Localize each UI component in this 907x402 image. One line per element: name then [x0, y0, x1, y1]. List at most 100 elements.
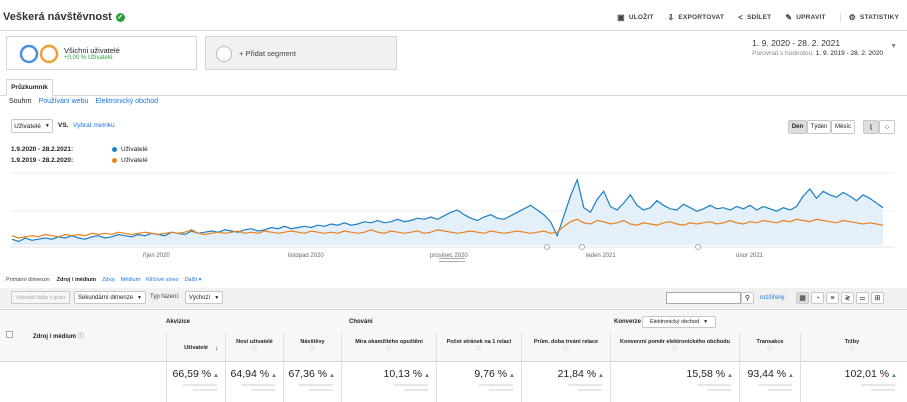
annotation-marker[interactable]	[695, 244, 701, 250]
redacted-detail	[758, 384, 792, 386]
select-metric-link[interactable]: Vybrat metriku	[73, 122, 115, 129]
tab-explorer[interactable]: Průzkumník	[6, 79, 53, 96]
total-value: 9,76 % ▲	[437, 362, 521, 380]
dimension-source-medium[interactable]: Zdroj / médium	[56, 277, 97, 283]
view-bar-button[interactable]: ≡	[826, 292, 839, 304]
x-tick-label: říjen 2020	[143, 253, 170, 259]
view-compare-button[interactable]: ≷	[841, 292, 854, 304]
metric-select[interactable]: Uživatelé ▼	[11, 119, 53, 133]
view-pie-button[interactable]: ◔	[811, 292, 824, 304]
sort-type-select[interactable]: Výchozí ▼	[185, 291, 223, 304]
column-header-avg-session-duration[interactable]: Prům. doba trvání relace ⓘ	[521, 333, 610, 362]
header-divider	[0, 30, 907, 31]
column-header-label: Uživatelé	[184, 345, 208, 351]
column-header-revenue[interactable]: Tržby ⓘ	[800, 333, 903, 362]
column-header-pages-per-session[interactable]: Počet stránek na 1 relaci ⓘ	[436, 333, 521, 362]
totals-row	[0, 362, 907, 402]
add-segment-circle	[216, 46, 232, 62]
x-tick-label: leden 2021	[586, 253, 616, 259]
annotation-marker[interactable]	[544, 244, 550, 250]
segment-all-users[interactable]: Všichni uživatelé +0,00 % Uživatelé	[6, 36, 197, 70]
view-term-cloud-button[interactable]: ⚌	[856, 292, 869, 304]
compare-icon: ≷	[844, 295, 851, 302]
chevron-down-icon: ▼	[137, 294, 142, 301]
insights-icon: ⚙	[848, 13, 857, 22]
save-button[interactable]: ▣ ULOŽIT	[617, 13, 654, 22]
column-header-new-users[interactable]: Noví uživatelé ⓘ	[225, 333, 283, 362]
total-cell-transactions: 93,44 % ▲	[739, 362, 800, 402]
column-header-sessions[interactable]: Návštěvy ⓘ	[283, 333, 341, 362]
legend-dot	[112, 158, 117, 163]
share-button[interactable]: < SDÍLET	[738, 13, 772, 22]
column-header-label: Noví uživatelé	[236, 339, 273, 345]
total-cell-pages-per-session: 9,76 % ▲	[436, 362, 521, 402]
motion-chart-toggle[interactable]: ⁘	[879, 120, 895, 134]
granularity-day[interactable]: Den	[788, 120, 807, 134]
up-arrow-icon: ▲	[727, 373, 733, 379]
grid-icon: ▦	[799, 295, 806, 302]
add-segment-button[interactable]: + Přidat segment	[205, 36, 397, 70]
conversion-select[interactable]: Elektronický obchod ▼	[642, 316, 716, 328]
column-header-transactions[interactable]: Transakce ⓘ	[739, 333, 800, 362]
dimension-keyword[interactable]: Klíčové slovo	[146, 277, 179, 283]
redacted-detail	[871, 389, 895, 391]
redacted-detail	[489, 389, 513, 391]
select-all-checkbox[interactable]	[6, 331, 13, 338]
page-title: Veškerá návštěvnost ✓	[3, 11, 125, 23]
plot-rows-button[interactable]: Vykreslit řádky v grafu	[11, 291, 70, 304]
legend-range: 1.9.2019 - 28.2.2020:	[11, 157, 74, 164]
dimension-source[interactable]: Zdroj	[102, 277, 115, 283]
subtab-ecommerce[interactable]: Elektronický obchod	[95, 98, 159, 105]
users-line-chart[interactable]: říjen 2020 listopad 2020 prosinec 2020 lede…	[10, 167, 895, 267]
annotation-marker[interactable]	[579, 244, 585, 250]
add-segment-label: + Přidat segment	[239, 49, 296, 58]
total-cell-new-users: 64,94 % ▲	[225, 362, 283, 402]
legend-row: 1.9.2020 - 28.2.2021: Uživatelé	[11, 144, 148, 155]
chart-scroll-handle[interactable]	[439, 258, 465, 262]
total-value-text: 10,13 %	[383, 368, 423, 380]
up-arrow-icon: ▲	[213, 373, 219, 379]
dimension-more[interactable]: Další ▾	[184, 277, 202, 283]
legend-name: Uživatelé	[121, 146, 148, 153]
total-value-text: 21,84 %	[557, 368, 597, 380]
column-header-users[interactable]: Uživatelé	[166, 333, 225, 362]
view-pivot-button[interactable]: ⊞	[871, 292, 884, 304]
help-icon: ⓘ	[767, 346, 773, 352]
dimension-medium[interactable]: Médium	[120, 277, 141, 283]
header-actions: ▣ ULOŽIT ⇩ EXPORTOVAT < SDÍLET ✎ UPRAVIT ⚙ ST…	[617, 13, 899, 22]
table-search-input[interactable]	[666, 292, 741, 304]
view-table-button[interactable]: ▦	[796, 292, 809, 304]
granularity-month[interactable]: Měsíc	[831, 120, 855, 134]
column-header-ecommerce-conversion-rate[interactable]: Konverzní poměr elektronického obchodu ⓘ	[610, 333, 739, 362]
granularity-week[interactable]: Týden	[807, 120, 831, 134]
date-range-picker[interactable]: 1. 9. 2020 - 28. 2. 2021 Porovnat s hodn…	[752, 38, 883, 57]
edit-button[interactable]: ✎ UPRAVIT	[785, 13, 826, 22]
help-icon: ⓘ	[849, 346, 855, 352]
compare-prefix: Porovnat s hodnotou:	[752, 50, 814, 57]
subtab-site-usage[interactable]: Používání webu	[38, 98, 89, 105]
share-icon: <	[738, 13, 743, 22]
total-value-text: 67,36 %	[288, 368, 328, 380]
granularity-group: Den Týden Měsíc	[788, 120, 855, 134]
export-button[interactable]: ⇩ EXPORTOVAT	[667, 13, 725, 22]
secondary-dimension-select[interactable]: Sekundární dimenze ▼	[74, 291, 146, 304]
up-arrow-icon: ▲	[891, 373, 897, 379]
up-arrow-icon: ▲	[509, 373, 515, 379]
help-icon: ⓘ	[309, 346, 315, 352]
total-value: 64,94 % ▲	[226, 362, 283, 380]
total-cell-bounce-rate: 10,13 % ▲	[341, 362, 436, 402]
chevron-down-icon[interactable]: ▼	[890, 43, 897, 50]
subtab-summary[interactable]: Souhrn	[9, 98, 32, 105]
column-header-label: Míra okamžitého opuštění	[355, 339, 423, 345]
sort-desc-icon[interactable]: ↓	[215, 345, 219, 352]
line-chart-toggle[interactable]: ⌇	[863, 120, 879, 134]
redacted-detail	[768, 389, 792, 391]
verified-check-icon: ✓	[115, 12, 125, 22]
up-arrow-icon: ▲	[788, 373, 794, 379]
column-header-bounce-rate[interactable]: Míra okamžitého opuštění ⓘ	[341, 333, 436, 362]
advanced-filter-link[interactable]: rozšířený	[760, 295, 785, 301]
table-search-button[interactable]: ⚲	[741, 292, 754, 304]
total-value-text: 15,58 %	[686, 368, 726, 380]
insights-button[interactable]: ⚙ STATISTIKY	[839, 13, 899, 22]
x-tick-label: listopad 2020	[288, 253, 324, 259]
